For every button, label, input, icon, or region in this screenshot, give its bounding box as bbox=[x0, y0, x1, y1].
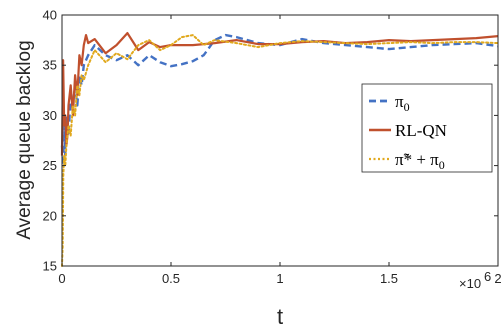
y-tick-label: 20 bbox=[43, 208, 57, 223]
x-tick-label: 1 bbox=[276, 271, 283, 286]
legend-label-1: RL-QN bbox=[395, 121, 447, 140]
y-tick-label: 30 bbox=[43, 108, 57, 123]
x-tick-label: 0.5 bbox=[162, 271, 180, 286]
legend-label-subscript: 0 bbox=[439, 158, 445, 172]
series-line-0 bbox=[60, 33, 499, 167]
x-tick-label: 1.5 bbox=[380, 271, 398, 286]
x-axis-label: t bbox=[277, 304, 283, 329]
y-tick-label: 40 bbox=[43, 8, 57, 23]
series-line-1 bbox=[60, 31, 499, 156]
x-multiplier-label: ×10 bbox=[459, 276, 481, 291]
y-axis-label: Average queue backlog bbox=[14, 40, 35, 239]
y-tick-label: 15 bbox=[43, 259, 57, 274]
y-tick-label: 35 bbox=[43, 58, 57, 73]
x-multiplier-exponent: 6 bbox=[484, 269, 491, 284]
x-tick-label: 2 bbox=[494, 271, 501, 286]
series-line-2 bbox=[61, 34, 499, 267]
y-tick-label: 25 bbox=[43, 158, 57, 173]
legend-box bbox=[361, 83, 493, 173]
legend-label-subscript: 0 bbox=[404, 100, 410, 114]
x-tick-label: 0 bbox=[58, 271, 65, 286]
legend-label-2: π̃* + π0 bbox=[395, 150, 445, 172]
